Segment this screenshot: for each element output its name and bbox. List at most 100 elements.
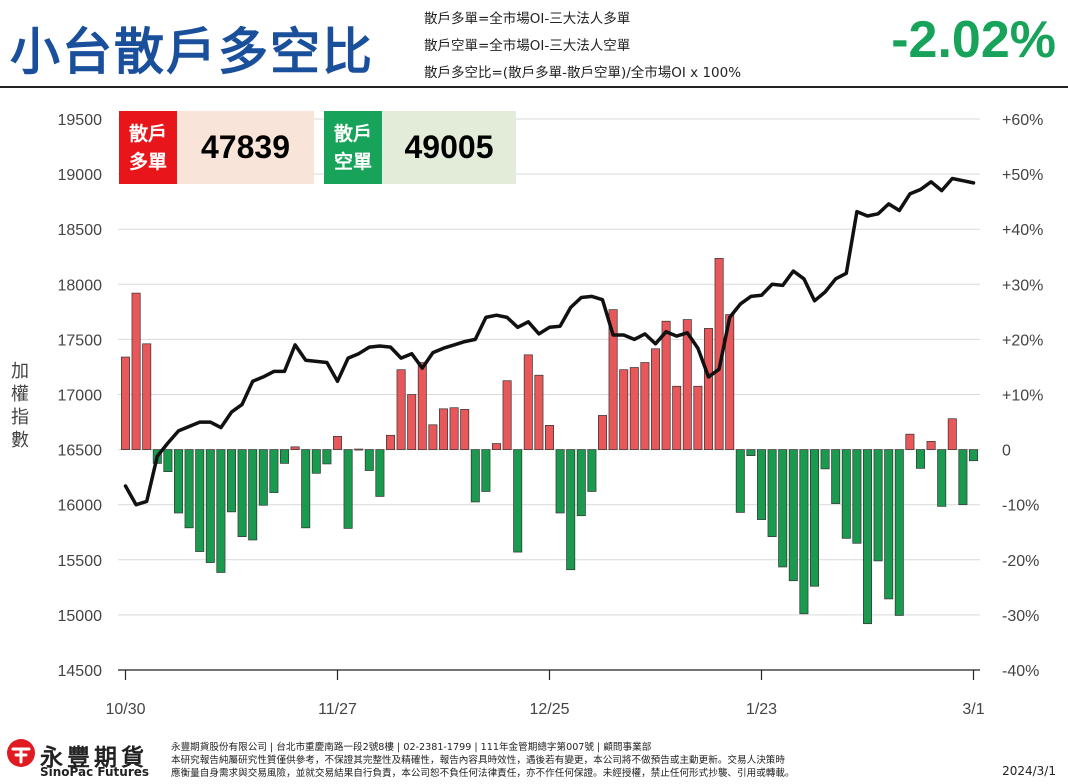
bar-negative (788, 449, 798, 582)
right-tick-label: -10% (1002, 498, 1039, 515)
long-oi-tag-line2: 多單 (128, 150, 167, 173)
report-date: 2024/3/1 (1002, 764, 1056, 778)
bar-positive (333, 436, 342, 450)
bar-positive (386, 434, 395, 450)
bar-negative (280, 449, 289, 464)
bar-negative (481, 449, 491, 492)
disclaimer-line: 應衡量自身需求與交易風險，並就交易結果自行負責，本公司恕不負任何法律責任，亦不作… (171, 768, 795, 779)
left-tick-label: 14500 (58, 663, 103, 680)
right-tick-label: +50% (1002, 167, 1043, 184)
right-tick-label: -30% (1002, 608, 1039, 625)
bar-negative (757, 449, 766, 520)
bar-negative (841, 449, 851, 539)
bar-negative (216, 449, 226, 573)
bar-positive (651, 348, 660, 450)
bar-positive (460, 409, 470, 450)
short-oi-tag: 散戶 空單 (324, 111, 382, 184)
right-tick-label: +30% (1002, 277, 1043, 294)
right-tick-label: 0 (1002, 443, 1011, 460)
bar-negative (937, 449, 947, 507)
bar-positive (598, 415, 607, 450)
bar-positive (142, 343, 152, 450)
bar-positive (354, 448, 364, 451)
bar-positive (396, 369, 406, 450)
x-tick-label: 11/27 (318, 701, 357, 718)
bar-positive (407, 394, 417, 450)
logo-text-en: SinoPac Futures (40, 765, 150, 779)
bar-negative (375, 449, 385, 497)
chart: 19500 19000 18500 18000 17500 17000 16500 16000… (58, 112, 1044, 718)
bar-positive (502, 380, 512, 450)
bar-negative (969, 449, 978, 462)
long-oi-tag-line1: 散戶 (128, 122, 167, 145)
bar-negative (470, 449, 480, 503)
bar-positive (661, 320, 671, 450)
bar-positive (640, 362, 650, 450)
right-tick-label: +20% (1002, 332, 1043, 349)
definition-short: 散戶空單=全市場OI-三大法人空單 (424, 38, 631, 54)
index-line (123, 176, 976, 507)
bar-positive (131, 292, 141, 450)
definition-ratio: 散戶多空比=(散戶多單-散戶空單)/全市場OI x 100% (424, 65, 742, 81)
bar-negative (174, 449, 183, 514)
left-tick-label: 16000 (58, 498, 103, 515)
long-oi-box: 散戶 多單 47839 (119, 111, 314, 184)
bar-negative (863, 449, 872, 625)
bar-negative (820, 449, 830, 470)
short-oi-value: 49005 (382, 111, 516, 184)
bar-positive (417, 362, 427, 450)
bar-negative (248, 449, 258, 541)
bar-negative (237, 449, 247, 538)
left-tick-label: 17000 (58, 388, 103, 405)
left-tick-label: 19000 (58, 167, 103, 184)
bar-positive (449, 407, 459, 450)
bar-negative (513, 449, 523, 553)
definitions: 散戶多單=全市場OI-三大法人多單 散戶空單=全市場OI-三大法人空單 散戶多空… (424, 6, 741, 87)
bar-positive (492, 443, 501, 450)
bar-positive (926, 440, 936, 450)
sinopac-logo-icon (7, 739, 35, 767)
bar-positive (672, 385, 682, 450)
x-tick-label: 3/1 (962, 701, 984, 718)
bar-negative (227, 449, 236, 513)
bar-positive (704, 328, 713, 450)
bar-negative (958, 449, 968, 506)
x-tick-label: 10/30 (105, 701, 145, 718)
bar-positive (439, 408, 448, 450)
bar-negative (852, 449, 862, 544)
bar-positive (534, 374, 544, 450)
left-tick-label: 18500 (58, 222, 103, 239)
right-tick-label: -20% (1002, 553, 1039, 570)
bar-positive (905, 433, 915, 450)
left-tick-label: 16500 (58, 443, 103, 460)
bar-negative (576, 449, 586, 517)
bar-negative (810, 449, 819, 587)
bar-positive (693, 385, 703, 450)
bar-negative (884, 449, 894, 600)
bar-negative (311, 449, 321, 474)
logo-text-zh: 永豐期貨 (40, 745, 148, 771)
left-tick-label: 17500 (58, 332, 103, 349)
bar-negative (205, 449, 215, 563)
ratio-value: -2.02% (891, 11, 1056, 69)
right-tick-label: +60% (1002, 112, 1043, 129)
bar-negative (258, 449, 268, 506)
bar-negative (799, 449, 809, 615)
definition-long: 散戶多單=全市場OI-三大法人多單 (424, 11, 631, 27)
long-oi-tag: 散戶 多單 (119, 111, 177, 184)
left-tick-label: 15500 (58, 553, 103, 570)
bar-negative (831, 449, 841, 504)
bar-negative (894, 449, 904, 616)
bar-positive (290, 446, 300, 450)
right-tick-label: -40% (1002, 663, 1039, 680)
bar-negative (364, 449, 374, 471)
page-title: 小台散戶多空比 (10, 23, 374, 81)
disclaimer: 永豐期貨股份有限公司 | 台北市重慶南路一段2號8樓 | 02-2381-179… (171, 741, 891, 780)
bar-positive (629, 367, 639, 450)
bar-positive (947, 418, 957, 450)
bar-negative (735, 449, 745, 513)
short-oi-tag-line2: 空單 (333, 150, 372, 173)
long-oi-value: 47839 (177, 111, 314, 184)
bar-negative (873, 449, 883, 562)
right-tick-label: +10% (1002, 388, 1043, 405)
